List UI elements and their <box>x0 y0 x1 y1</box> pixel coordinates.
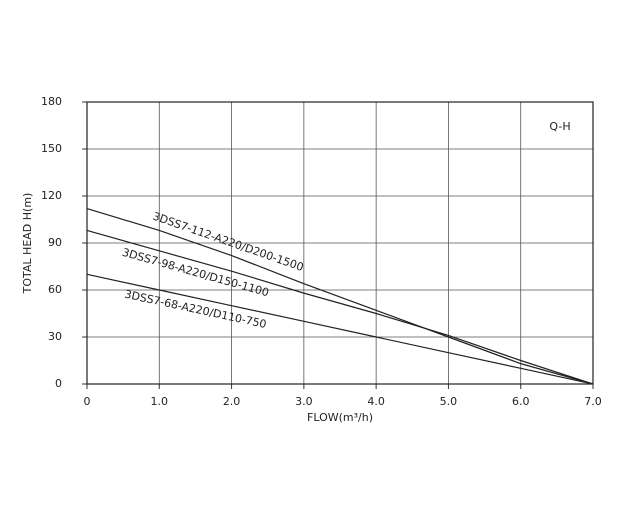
y-tick-label: 150 <box>41 142 62 155</box>
plot-frame <box>86 101 594 385</box>
x-tick-label: 0 <box>84 395 91 408</box>
x-tick-label: 6.0 <box>512 395 530 408</box>
y-tick-label: 0 <box>55 377 62 390</box>
line <box>86 207 594 385</box>
y-tick-label: 120 <box>41 189 62 202</box>
x-tick-label: 4.0 <box>367 395 385 408</box>
x-tick-label: 2.0 <box>223 395 241 408</box>
y-tick-label: 60 <box>48 283 62 296</box>
y-axis-label: TOTAL HEAD H(m) <box>21 193 34 295</box>
x-tick-label: 1.0 <box>151 395 169 408</box>
x-tick-label: 5.0 <box>440 395 458 408</box>
y-tick-label: 30 <box>48 330 62 343</box>
x-axis-label: FLOW(m³/h) <box>307 411 373 424</box>
annotation: Q-H <box>549 120 570 133</box>
line <box>86 229 594 385</box>
x-tick-label: 3.0 <box>295 395 313 408</box>
x-tick-label: 7.0 <box>584 395 602 408</box>
y-tick-label: 90 <box>48 236 62 249</box>
line <box>86 273 594 385</box>
y-tick-label: 180 <box>41 95 62 108</box>
